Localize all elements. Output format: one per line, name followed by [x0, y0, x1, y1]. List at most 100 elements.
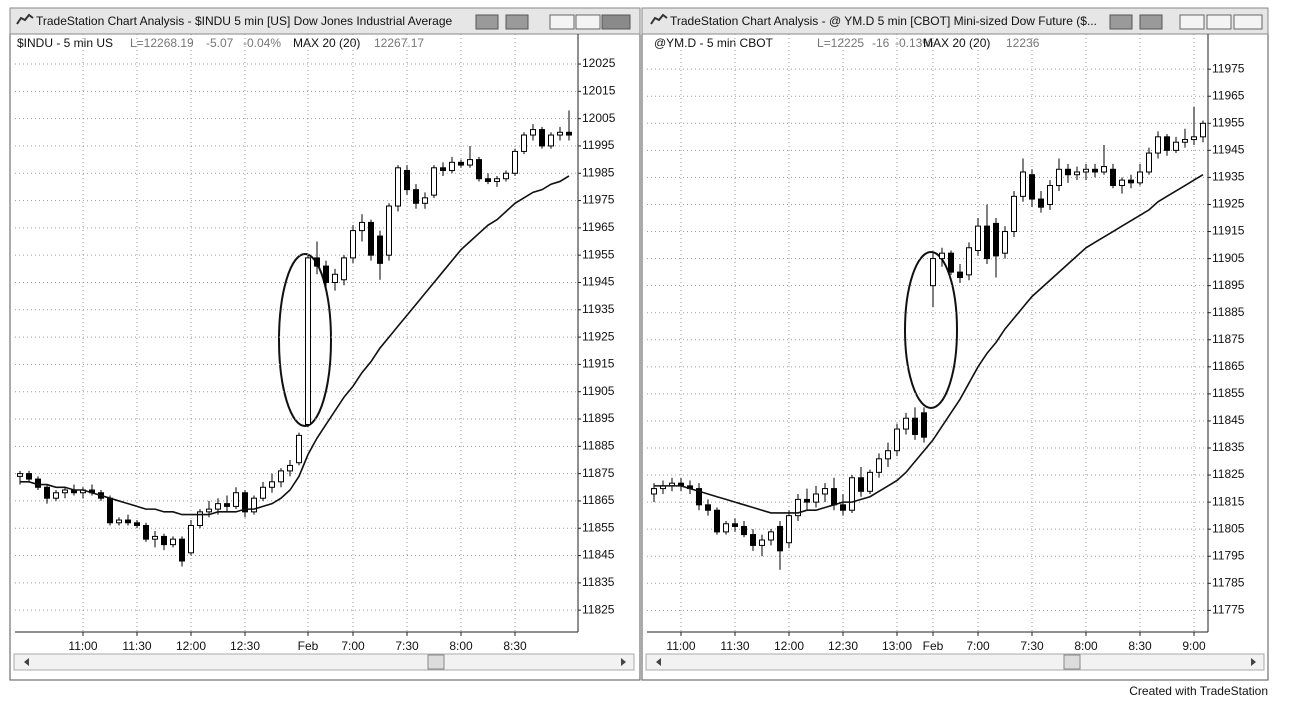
candle-body [1047, 185, 1053, 205]
y-tick-label: 11785 [1212, 575, 1245, 589]
candle-body [849, 477, 855, 511]
y-tick-label: 11855 [1212, 386, 1245, 400]
x-tick-label: Feb [923, 639, 944, 653]
study-label: MAX 20 (20) [923, 36, 990, 50]
candle-body [413, 189, 419, 204]
x-tick-label: 11:30 [122, 639, 151, 653]
scrollbar[interactable] [13, 653, 635, 671]
candle-body [224, 503, 230, 507]
x-tick-label: 11:30 [720, 639, 749, 653]
candle-body [1200, 122, 1206, 138]
candle-body [939, 252, 945, 260]
candle-body [134, 522, 140, 527]
candle-body [107, 497, 113, 524]
candle-body [359, 221, 365, 232]
candle-body [161, 535, 167, 546]
footer-credit: Created with TradeStation [1129, 684, 1268, 698]
candle-body [921, 412, 927, 438]
minimize-button[interactable] [549, 14, 575, 30]
plot-area: 11825 11835 11845 11855 11865 11875 11885 11895… [15, 34, 616, 653]
y-tick-label: 12005 [582, 111, 616, 125]
maximize-button[interactable] [575, 14, 601, 30]
candle-body [759, 539, 765, 546]
x-tick-label: 8:00 [449, 639, 473, 653]
toolbar-button[interactable] [505, 14, 529, 30]
y-tick-label: 11875 [582, 466, 615, 480]
candle-body [386, 205, 392, 256]
candle-body [741, 525, 747, 536]
scroll-left[interactable] [24, 658, 29, 666]
candle-body [867, 471, 873, 492]
candle-body [1002, 231, 1008, 254]
candle-body [885, 450, 891, 460]
scroll-thumb[interactable] [1063, 654, 1081, 670]
candle-body [966, 247, 972, 276]
candle-body [494, 178, 500, 182]
x-tick-label: Feb [298, 639, 319, 653]
close-button[interactable] [601, 14, 631, 30]
candle-body [188, 525, 194, 554]
candle-body [903, 417, 909, 430]
y-tick-label: 11905 [1212, 251, 1245, 265]
candle-body [440, 167, 446, 172]
candle-body [912, 417, 918, 435]
candle-body [305, 257, 311, 425]
candle-body [822, 488, 828, 495]
candle-body [395, 167, 401, 207]
y-tick-label: 11915 [1212, 224, 1245, 238]
minimize-button[interactable] [1179, 14, 1205, 30]
window-frame [9, 7, 641, 681]
candle-body [777, 525, 783, 552]
symbol-label: $INDU - 5 min US [17, 36, 113, 50]
candle-body [858, 477, 864, 492]
candle-body [44, 486, 50, 499]
candle-body [377, 235, 383, 264]
candle-body [179, 538, 185, 562]
app-icon [650, 13, 668, 25]
y-tick-label: 11965 [582, 220, 615, 234]
close-button[interactable] [1233, 14, 1263, 30]
candle-body [449, 161, 455, 172]
candle-body [1155, 136, 1161, 154]
candle-body [957, 271, 963, 279]
candle-body [197, 511, 203, 527]
scroll-left[interactable] [656, 658, 661, 666]
candle-body [116, 519, 122, 524]
maximize-button[interactable] [1206, 14, 1232, 30]
y-tick-label: 11945 [582, 275, 615, 289]
candle-body [948, 252, 954, 273]
y-tick-label: 11955 [1212, 115, 1245, 129]
y-tick-label: 11985 [582, 165, 615, 179]
last-price: L=12225 [817, 36, 864, 50]
y-tick-label: 11935 [582, 302, 615, 316]
scroll-thumb[interactable] [427, 654, 445, 670]
candle-body [206, 508, 212, 513]
moving-average-line [20, 175, 570, 516]
scroll-right[interactable] [1251, 658, 1256, 666]
toolbar-button[interactable] [1109, 14, 1133, 30]
scrollbar[interactable] [645, 653, 1265, 671]
toolbar-button[interactable] [475, 14, 499, 30]
candle-body [152, 535, 158, 540]
x-tick-label: 12:00 [774, 639, 804, 653]
y-tick-label: 11895 [582, 411, 615, 425]
candle-body [350, 230, 356, 259]
scroll-right[interactable] [621, 658, 626, 666]
candle-body [1110, 168, 1116, 187]
y-tick-label: 11815 [1212, 494, 1245, 508]
x-tick-label: 7:30 [395, 639, 419, 653]
candle-body [831, 488, 837, 506]
y-tick-label: 11865 [1212, 359, 1245, 373]
candle-body [1029, 174, 1035, 200]
candle-body [269, 481, 275, 488]
candle-body [17, 473, 23, 477]
candle-body [323, 265, 329, 283]
candle-body [1092, 168, 1098, 173]
candle-body [215, 503, 221, 510]
y-tick-label: 11995 [582, 138, 615, 152]
candle-body [705, 504, 711, 511]
toolbar-button[interactable] [1139, 14, 1163, 30]
y-tick-label: 11905 [582, 384, 615, 398]
candle-body [404, 170, 410, 191]
